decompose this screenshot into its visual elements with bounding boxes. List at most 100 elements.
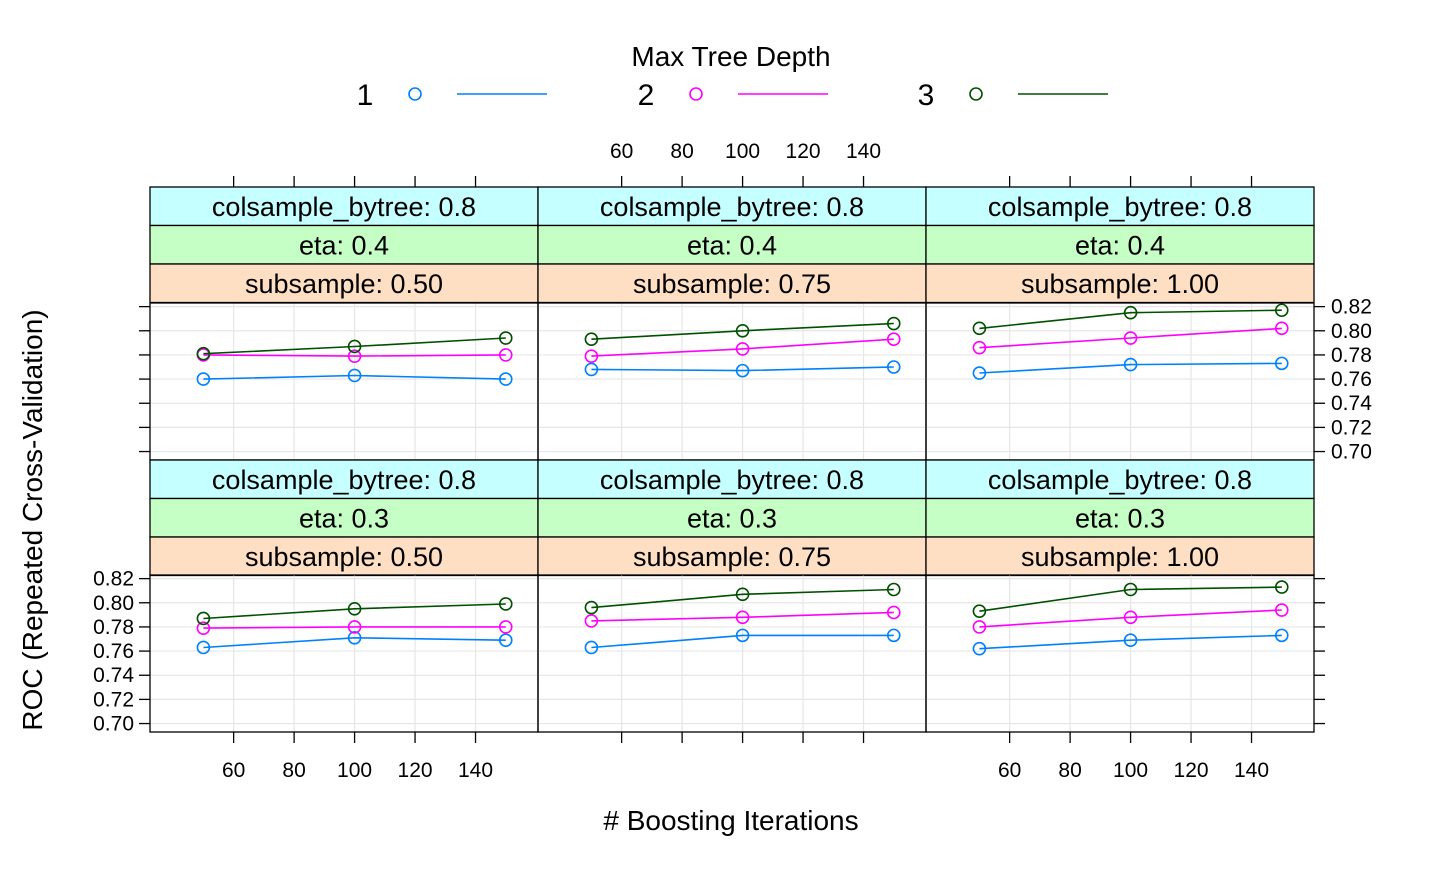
strip-eta-label: eta: 0.3 bbox=[687, 504, 777, 534]
data-point-depth-2 bbox=[1274, 603, 1289, 617]
series-line-depth-3 bbox=[591, 588, 894, 609]
legend-marker-1 bbox=[408, 87, 422, 101]
strip-eta-label: eta: 0.3 bbox=[299, 504, 389, 534]
series-line-depth-1 bbox=[591, 366, 894, 372]
x-tick-label: 120 bbox=[398, 759, 433, 782]
data-point-depth-3 bbox=[886, 316, 901, 331]
data-point-depth-3 bbox=[886, 582, 901, 597]
series-line-depth-3 bbox=[203, 337, 506, 355]
data-point-depth-1 bbox=[886, 628, 901, 643]
data-point-depth-1 bbox=[735, 363, 750, 378]
panel-5: colsample_bytree: 0.8 eta: 0.3 subsample: … bbox=[537, 459, 927, 743]
data-point-depth-2 bbox=[498, 348, 513, 362]
data-point-depth-1 bbox=[1274, 356, 1289, 371]
data-point-depth-3 bbox=[1274, 303, 1289, 318]
x-tick-label: 80 bbox=[670, 140, 693, 163]
strip-eta-bg bbox=[149, 497, 539, 538]
y-tick-label: 0.80 bbox=[1331, 320, 1372, 343]
data-point-depth-2 bbox=[347, 349, 362, 363]
y-tick-label: 0.82 bbox=[93, 568, 134, 591]
y-axis-title: ROC (Repeated Cross-Validation) bbox=[17, 309, 48, 730]
strip-colsample_bytree-label: colsample_bytree: 0.8 bbox=[988, 192, 1252, 222]
legend-key-label: 1 bbox=[357, 79, 374, 112]
strip-subsample-label: subsample: 1.00 bbox=[1021, 269, 1219, 299]
strip-eta-label: eta: 0.4 bbox=[299, 231, 389, 261]
strip-colsample_bytree-bg bbox=[537, 186, 927, 227]
data-point-depth-3 bbox=[196, 346, 211, 361]
data-point-depth-2 bbox=[1123, 331, 1138, 345]
data-point-depth-1 bbox=[1123, 357, 1138, 372]
strip-colsample_bytree-label: colsample_bytree: 0.8 bbox=[988, 465, 1252, 495]
data-point-depth-1 bbox=[498, 633, 513, 648]
series-line-depth-1 bbox=[979, 634, 1282, 650]
y-tick-label: 0.72 bbox=[1331, 416, 1372, 439]
data-point-depth-1 bbox=[347, 368, 362, 383]
legend-marker-2 bbox=[689, 87, 703, 101]
data-point-depth-1 bbox=[196, 372, 211, 386]
strip-subsample-bg bbox=[149, 536, 539, 577]
strip-colsample_bytree-bg bbox=[149, 186, 539, 227]
data-point-depth-2 bbox=[196, 621, 211, 635]
y-tick-label: 0.78 bbox=[93, 616, 134, 639]
x-tick-label: 80 bbox=[1058, 759, 1081, 782]
data-point-depth-3 bbox=[498, 597, 513, 611]
data-point-depth-1 bbox=[735, 628, 750, 643]
data-point-depth-1 bbox=[1123, 633, 1138, 648]
series-line-depth-3 bbox=[979, 586, 1282, 612]
data-point-depth-1 bbox=[972, 366, 987, 380]
strip-colsample_bytree-label: colsample_bytree: 0.8 bbox=[600, 192, 864, 222]
strip-colsample_bytree-bg bbox=[925, 459, 1315, 500]
data-point-depth-3 bbox=[1123, 305, 1138, 320]
data-point-depth-3 bbox=[498, 331, 513, 345]
legend-title: Max Tree Depth bbox=[631, 41, 830, 72]
panel-frame bbox=[925, 302, 1315, 461]
data-point-depth-3 bbox=[347, 602, 362, 616]
strip-eta-bg bbox=[925, 224, 1315, 265]
series-line-depth-3 bbox=[979, 309, 1282, 330]
data-point-depth-3 bbox=[584, 332, 599, 347]
data-point-depth-3 bbox=[196, 611, 211, 626]
series-line-depth-1 bbox=[979, 362, 1282, 374]
data-point-depth-3 bbox=[1123, 582, 1138, 597]
series-line-depth-2 bbox=[203, 626, 506, 629]
panel-1: colsample_bytree: 0.8 eta: 0.4 subsample: … bbox=[139, 176, 539, 461]
series-line-depth-2 bbox=[979, 609, 1282, 628]
strip-subsample-label: subsample: 1.00 bbox=[1021, 542, 1219, 572]
strip-subsample-label: subsample: 0.50 bbox=[245, 542, 443, 572]
y-tick-label: 0.72 bbox=[93, 688, 134, 711]
y-tick-label: 0.82 bbox=[1331, 296, 1372, 319]
strip-subsample-bg bbox=[537, 263, 927, 304]
series-line-depth-3 bbox=[203, 603, 506, 620]
data-point-depth-2 bbox=[886, 605, 901, 620]
strip-colsample_bytree-label: colsample_bytree: 0.8 bbox=[212, 192, 476, 222]
strip-subsample-bg bbox=[537, 536, 927, 577]
x-tick-label: 120 bbox=[1174, 759, 1209, 782]
data-point-depth-1 bbox=[584, 362, 599, 377]
panel-frame bbox=[925, 574, 1315, 733]
strip-colsample_bytree-bg bbox=[537, 459, 927, 500]
strip-subsample-bg bbox=[925, 536, 1315, 577]
data-point-depth-2 bbox=[584, 349, 599, 363]
data-point-depth-2 bbox=[1123, 610, 1138, 625]
x-tick-label: 140 bbox=[458, 759, 493, 782]
y-tick-label: 0.70 bbox=[93, 713, 134, 736]
x-tick-label: 120 bbox=[786, 140, 821, 163]
y-tick-label: 0.70 bbox=[1331, 441, 1372, 464]
data-point-depth-3 bbox=[735, 587, 750, 602]
data-point-depth-2 bbox=[735, 610, 750, 625]
data-point-depth-1 bbox=[886, 360, 901, 374]
y-tick-label: 0.80 bbox=[93, 592, 134, 615]
data-point-depth-3 bbox=[972, 321, 987, 336]
strip-colsample_bytree-label: colsample_bytree: 0.8 bbox=[600, 465, 864, 495]
strip-eta-bg bbox=[925, 497, 1315, 538]
y-tick-label: 0.74 bbox=[1331, 392, 1372, 415]
y-tick-label: 0.78 bbox=[1331, 344, 1372, 367]
panel-2: colsample_bytree: 0.8 eta: 0.4 subsample: … bbox=[537, 140, 927, 461]
data-point-depth-2 bbox=[498, 620, 513, 634]
series-line-depth-1 bbox=[203, 374, 506, 380]
x-tick-label: 60 bbox=[222, 759, 245, 782]
panel-4: colsample_bytree: 0.8 eta: 0.3 subsample: … bbox=[93, 459, 539, 782]
data-point-depth-1 bbox=[1274, 628, 1289, 643]
strip-colsample_bytree-label: colsample_bytree: 0.8 bbox=[212, 465, 476, 495]
y-tick-label: 0.76 bbox=[93, 640, 134, 663]
